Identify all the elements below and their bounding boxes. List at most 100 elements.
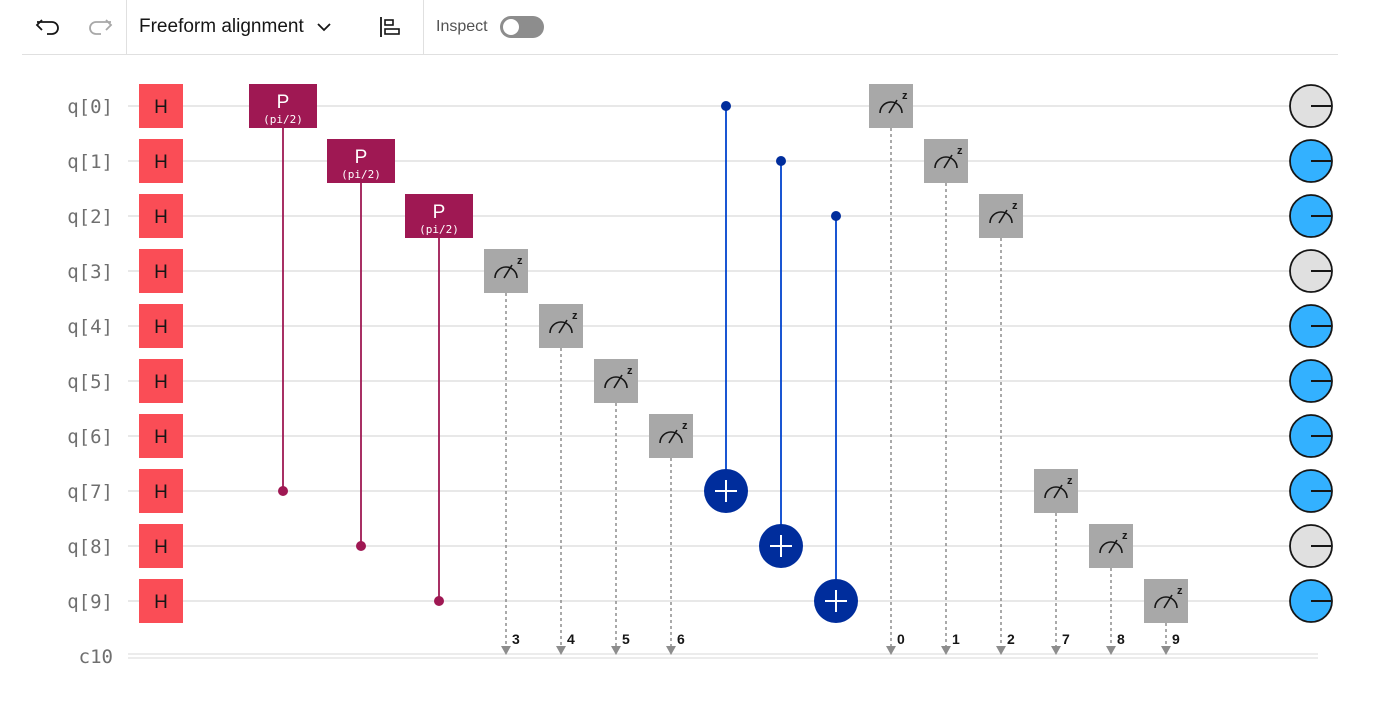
hadamard-gate[interactable]: H <box>139 414 183 458</box>
qubit-label: q[9] <box>67 591 113 613</box>
controlled-phase-gate[interactable]: P(pi/2) <box>249 84 317 496</box>
measure-gate[interactable]: z8 <box>1089 524 1133 655</box>
redo-icon <box>89 19 113 35</box>
measure-gate[interactable]: z0 <box>869 84 913 655</box>
measure-gate[interactable]: z7 <box>1034 469 1078 655</box>
meter-icon <box>549 321 573 334</box>
measure-gate[interactable]: z3 <box>484 249 528 655</box>
measure-gate-body <box>979 194 1023 238</box>
measure-basis-label: z <box>1177 585 1183 597</box>
measure-gate[interactable]: z4 <box>539 304 583 655</box>
control-dot <box>776 156 786 166</box>
qubit-state-indicator[interactable] <box>1289 414 1333 458</box>
hadamard-gate-body <box>139 414 183 458</box>
phase-gate-body <box>405 194 473 238</box>
alignment-label: Freeform alignment <box>139 16 304 37</box>
toggle-knob <box>502 19 519 35</box>
hadamard-gate-body <box>139 359 183 403</box>
control-dot <box>434 596 444 606</box>
measure-basis-label: z <box>682 420 688 432</box>
measure-basis-label: z <box>902 90 908 102</box>
controlled-phase-gate[interactable]: P(pi/2) <box>327 139 395 551</box>
hadamard-gate-body <box>139 84 183 128</box>
classical-bit-label: 8 <box>1117 631 1125 647</box>
hadamard-gate-label: H <box>154 317 168 338</box>
meter-needle <box>1053 484 1063 499</box>
measure-gate[interactable]: z2 <box>979 194 1023 655</box>
cnot-gate[interactable] <box>759 156 803 568</box>
inspect-toggle[interactable] <box>499 16 544 38</box>
hadamard-gate[interactable]: H <box>139 84 183 128</box>
measure-gate[interactable]: z5 <box>594 359 638 655</box>
alignment-dropdown[interactable]: Freeform alignment <box>127 0 357 54</box>
circuit-toolbar: Freeform alignment Inspect <box>22 0 1338 55</box>
classical-bit-label: 9 <box>1172 631 1180 647</box>
meter-icon <box>934 156 958 169</box>
hadamard-gate-body <box>139 139 183 183</box>
qubit-label: q[8] <box>67 536 113 558</box>
hadamard-gate[interactable]: H <box>139 524 183 568</box>
measure-gate[interactable]: z9 <box>1144 579 1188 655</box>
classical-bit-label: 1 <box>952 631 960 647</box>
qubit-state-indicator[interactable] <box>1289 194 1333 238</box>
hadamard-gate[interactable]: H <box>139 304 183 348</box>
meter-needle <box>668 429 678 444</box>
qubit-state-indicator[interactable] <box>1289 84 1333 128</box>
measure-gate[interactable]: z1 <box>924 139 968 655</box>
qubit-state-indicator[interactable] <box>1289 139 1333 183</box>
qubit-label: q[3] <box>67 261 113 283</box>
measure-arrow <box>1161 646 1171 655</box>
classical-bit-label: 6 <box>677 631 685 647</box>
controlled-phase-gate[interactable]: P(pi/2) <box>405 194 473 606</box>
phase-gate-param: (pi/2) <box>341 168 381 181</box>
qubit-label: q[5] <box>67 371 113 393</box>
measure-arrow <box>1051 646 1061 655</box>
measure-gate-body <box>1144 579 1188 623</box>
align-left-button[interactable] <box>357 0 423 54</box>
hadamard-gate[interactable]: H <box>139 579 183 623</box>
meter-needle <box>888 99 898 114</box>
hadamard-gate[interactable]: H <box>139 139 183 183</box>
chevron-down-icon <box>317 23 331 32</box>
hadamard-gate[interactable]: H <box>139 249 183 293</box>
qubit-state-indicator[interactable] <box>1289 304 1333 348</box>
hadamard-gate-label: H <box>154 152 168 173</box>
qubit-label: q[6] <box>67 426 113 448</box>
classical-register-label: c10 <box>79 646 113 668</box>
meter-icon <box>879 101 903 114</box>
hadamard-gate-label: H <box>154 537 168 558</box>
cnot-gate[interactable] <box>814 211 858 623</box>
measure-basis-label: z <box>627 365 633 377</box>
qubit-state-indicator[interactable] <box>1289 524 1333 568</box>
hadamard-gate-body <box>139 194 183 238</box>
qubit-state-indicator[interactable] <box>1289 359 1333 403</box>
measure-basis-label: z <box>1122 530 1128 542</box>
hadamard-gate-body <box>139 524 183 568</box>
align-left-icon <box>380 17 400 37</box>
phase-gate-label: P <box>433 202 446 223</box>
measure-basis-label: z <box>957 145 963 157</box>
phase-gate-label: P <box>355 147 368 168</box>
qubit-state-indicator[interactable] <box>1289 469 1333 513</box>
measure-arrow <box>941 646 951 655</box>
undo-button[interactable] <box>22 0 74 54</box>
qubit-state-indicator[interactable] <box>1289 579 1333 623</box>
meter-needle <box>613 374 623 389</box>
meter-icon <box>659 431 683 444</box>
hadamard-gate[interactable]: H <box>139 194 183 238</box>
meter-icon <box>494 266 518 279</box>
measure-gate-body <box>484 249 528 293</box>
hadamard-gate[interactable]: H <box>139 359 183 403</box>
cnot-gate[interactable] <box>704 101 748 513</box>
qubit-state-indicator[interactable] <box>1289 249 1333 293</box>
hadamard-gate-body <box>139 249 183 293</box>
measure-gate[interactable]: z6 <box>649 414 693 655</box>
redo-button[interactable] <box>74 0 126 54</box>
measure-arrow <box>556 646 566 655</box>
hadamard-gate[interactable]: H <box>139 469 183 513</box>
hadamard-gate-body <box>139 579 183 623</box>
hadamard-gate-label: H <box>154 372 168 393</box>
qubit-label: q[1] <box>67 151 113 173</box>
qubit-label: q[2] <box>67 206 113 228</box>
